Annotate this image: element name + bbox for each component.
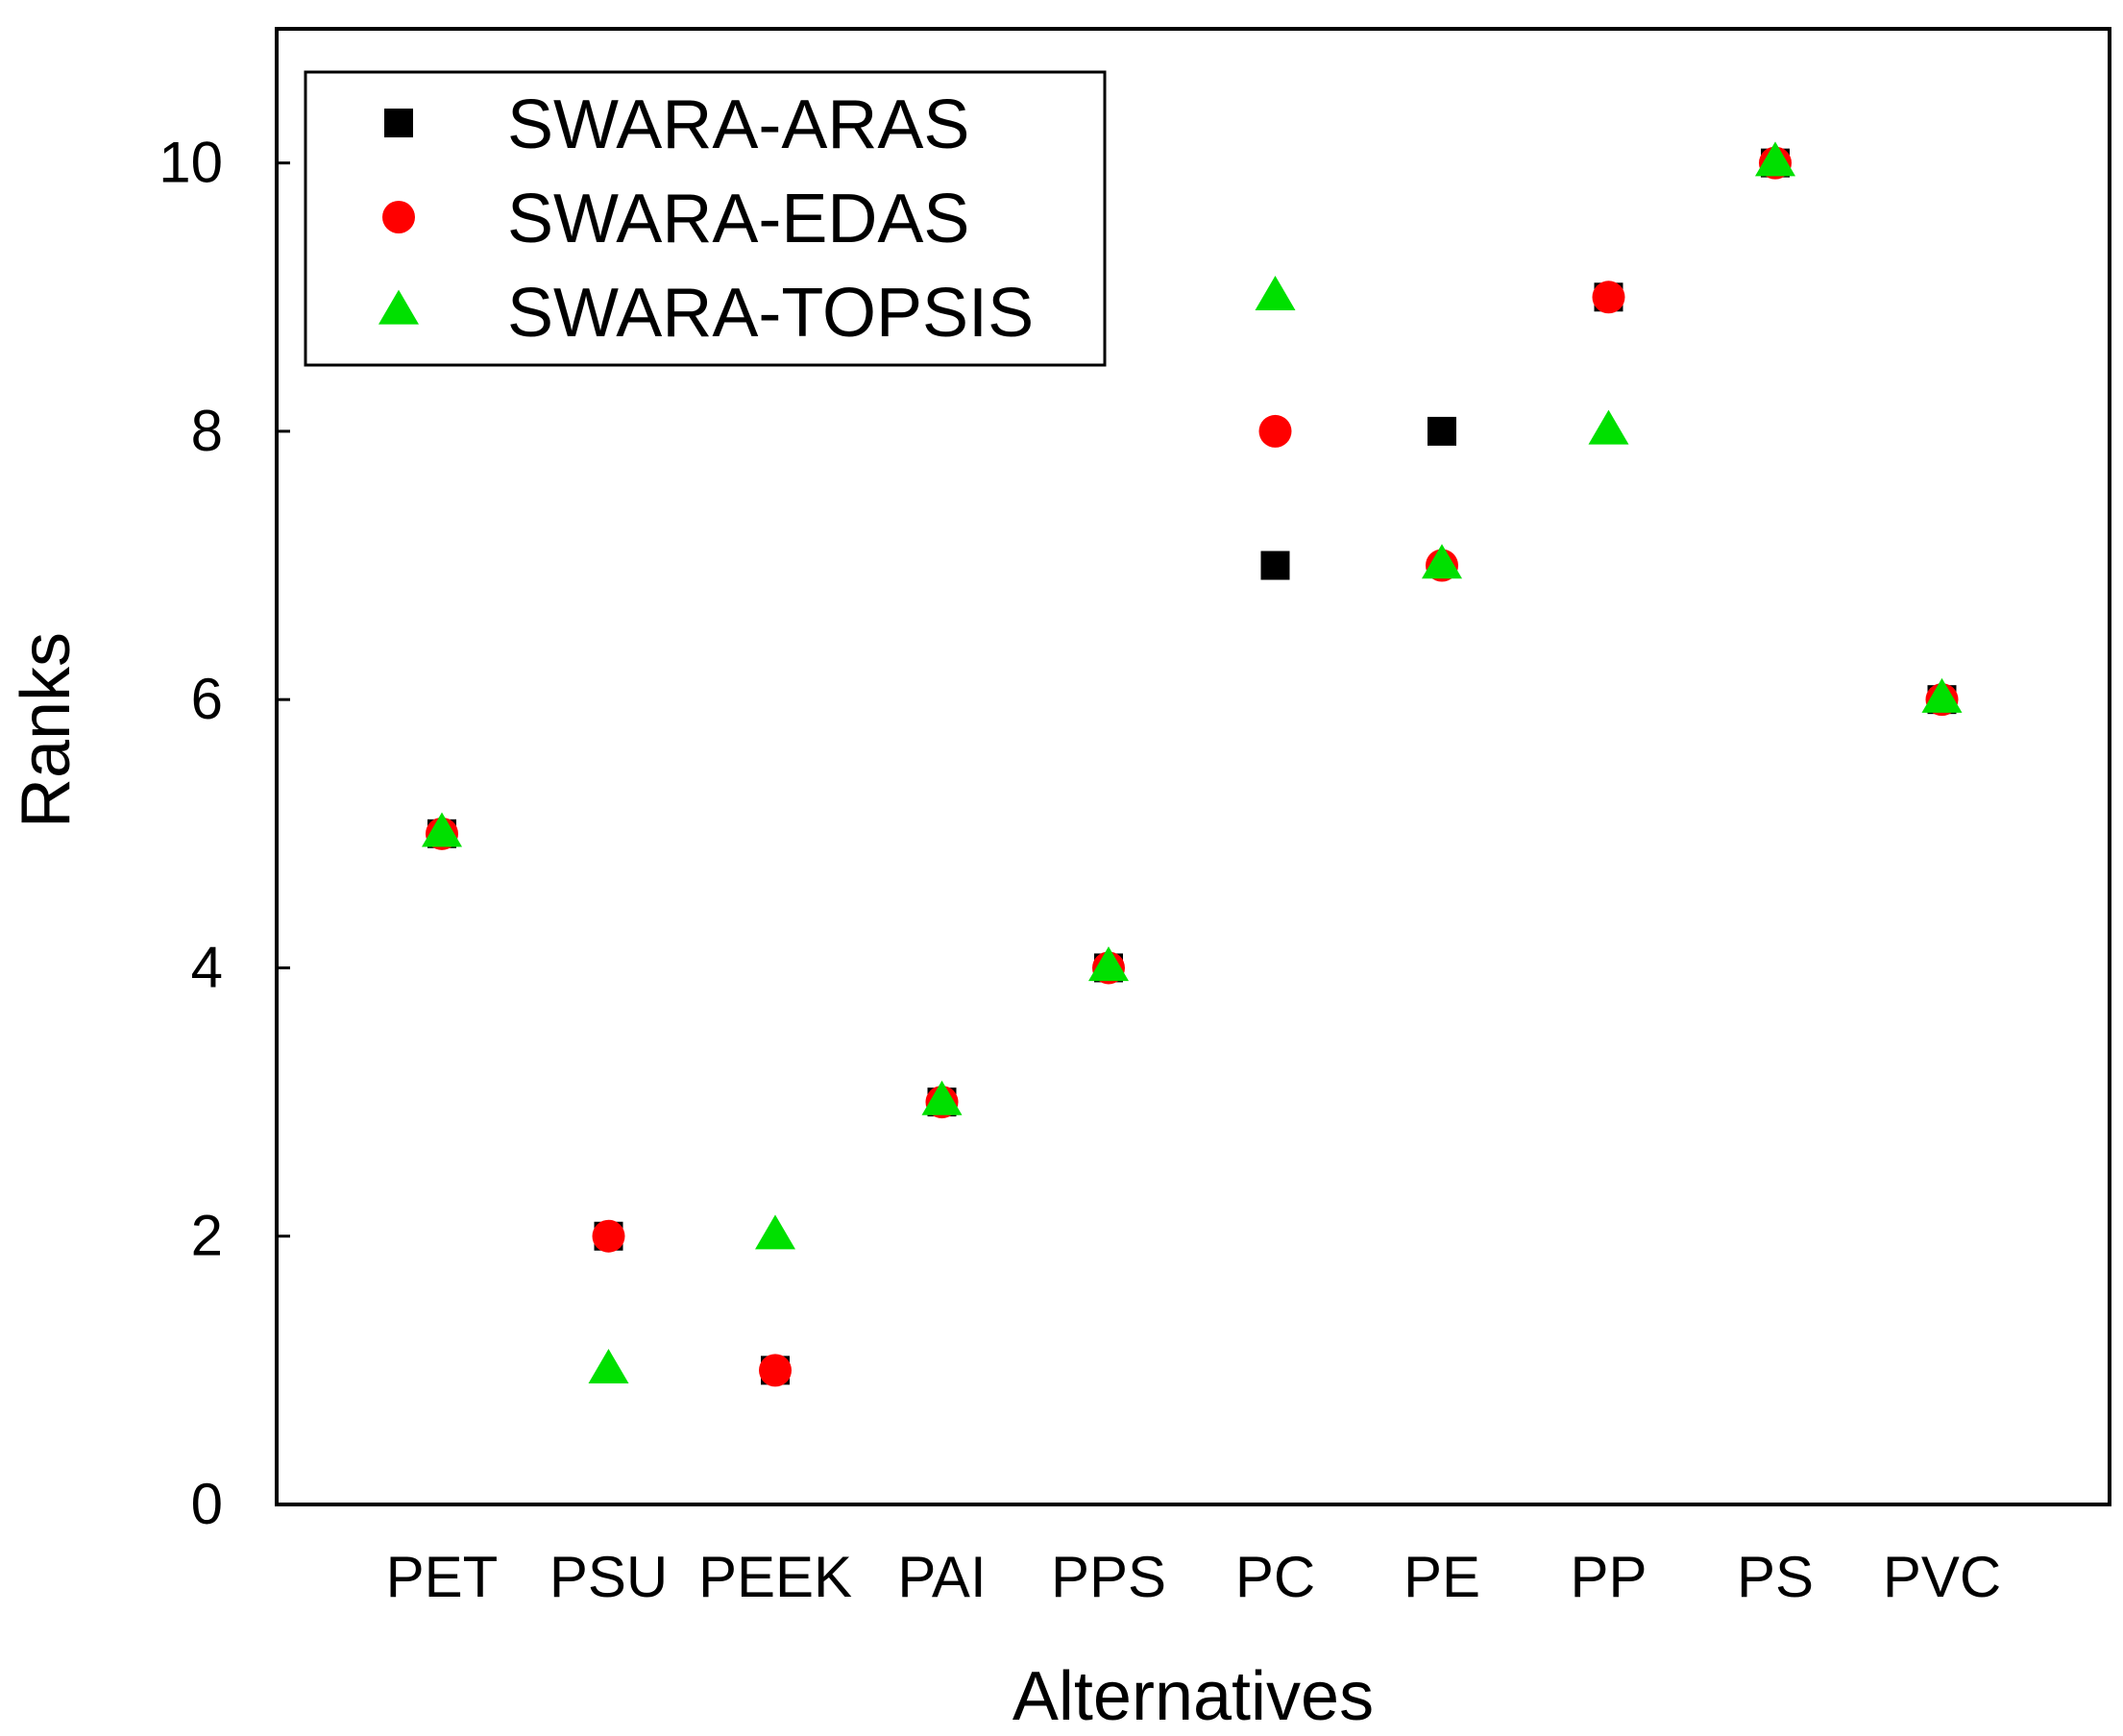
point-swara-edas-pc: [1258, 414, 1292, 448]
point-swara-topsis-psu: [588, 1349, 629, 1384]
x-tick-label-peek: PEEK: [698, 1545, 852, 1609]
x-tick-label-pc: PC: [1235, 1545, 1315, 1609]
point-swara-aras-pe: [1428, 416, 1456, 446]
x-tick-label-ps: PS: [1737, 1545, 1814, 1609]
point-swara-edas-peek: [759, 1354, 792, 1387]
y-axis-label: Ranks: [8, 632, 85, 828]
x-axis-label: Alternatives: [1013, 1658, 1374, 1735]
legend: SWARA-ARAS SWARA-EDAS SWARA-TOPSIS: [304, 70, 1107, 367]
x-tick-label-pp: PP: [1570, 1545, 1647, 1609]
x-tick-label-pet: PET: [386, 1545, 499, 1609]
legend-marker-swara-aras: [384, 109, 413, 137]
point-swara-topsis-pet: [422, 812, 462, 847]
y-tick-label-6: 6: [191, 667, 223, 731]
point-swara-topsis-pp: [1588, 409, 1629, 445]
plot-frame: [275, 27, 2111, 1506]
data-marks: [422, 141, 1963, 1387]
legend-label-swara-edas: SWARA-EDAS: [507, 181, 969, 257]
legend-label-swara-topsis: SWARA-TOPSIS: [507, 275, 1034, 352]
legend-marker-swara-edas: [382, 201, 415, 233]
x-tick-label-pai: PAI: [897, 1545, 986, 1609]
x-tick-label-pe: PE: [1403, 1545, 1480, 1609]
point-swara-topsis-peek: [755, 1214, 795, 1250]
y-tick-label-0: 0: [191, 1472, 223, 1536]
legend-marker-swara-topsis: [378, 289, 419, 325]
x-tick-label-psu: PSU: [549, 1545, 668, 1609]
series-swara-topsis: [422, 141, 1963, 1384]
point-swara-topsis-pvc: [1921, 677, 1963, 713]
point-swara-edas-psu: [592, 1219, 625, 1253]
point-swara-topsis-pps: [1088, 946, 1129, 982]
y-tick-label-8: 8: [191, 399, 223, 463]
point-swara-topsis-ps: [1755, 141, 1795, 177]
y-tick-label-2: 2: [191, 1204, 223, 1268]
point-swara-topsis-pc: [1255, 275, 1296, 310]
legend-frame: [304, 70, 1107, 367]
x-tick-label-pps: PPS: [1051, 1545, 1166, 1609]
point-swara-topsis-pai: [921, 1080, 963, 1115]
point-swara-edas-pp: [1592, 281, 1625, 314]
x-axis-tick-labels: PET PSU PEEK PAI PPS PC PE PP PS PVC: [386, 1545, 2002, 1609]
y-tick-label-10: 10: [159, 131, 223, 195]
y-tick-label-4: 4: [191, 935, 223, 999]
point-swara-aras-pc: [1260, 550, 1290, 580]
y-axis-ticks: 0 2 4 6 8 10: [159, 131, 290, 1536]
legend-label-swara-aras: SWARA-ARAS: [507, 86, 969, 163]
legend-items: SWARA-ARAS SWARA-EDAS SWARA-TOPSIS: [378, 86, 1034, 352]
point-swara-topsis-pe: [1422, 544, 1462, 579]
x-tick-label-pvc: PVC: [1883, 1545, 2001, 1609]
